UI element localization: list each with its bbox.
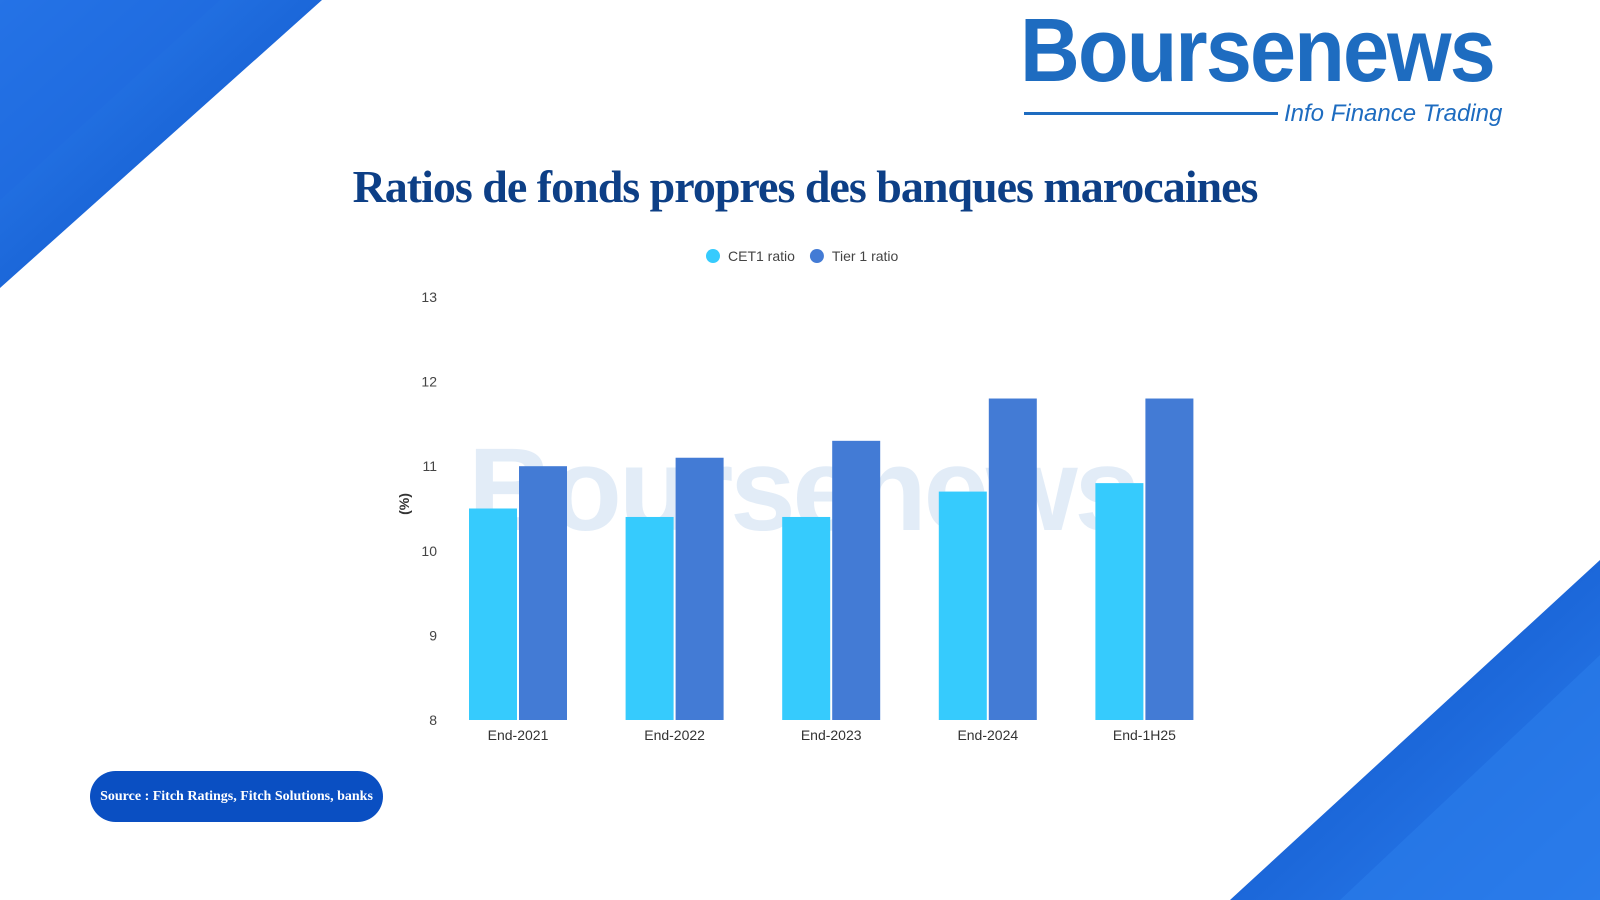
bar-cet1-ratio bbox=[782, 516, 831, 720]
x-tick-label: End-2023 bbox=[801, 727, 862, 743]
bar-cet1-ratio bbox=[938, 491, 987, 720]
bar-tier-1-ratio bbox=[1145, 398, 1194, 720]
bar-cet1-ratio bbox=[469, 508, 517, 720]
x-tick-label: End-2022 bbox=[644, 727, 705, 743]
top-left-decoration bbox=[0, 0, 322, 288]
logo-underline bbox=[1024, 112, 1278, 115]
bar-tier-1-ratio bbox=[832, 440, 881, 720]
source-badge: Source : Fitch Ratings, Fitch Solutions,… bbox=[90, 771, 383, 822]
y-tick-label: 12 bbox=[421, 374, 437, 390]
legend-marker bbox=[809, 249, 824, 263]
y-tick-label: 10 bbox=[421, 543, 437, 559]
x-tick-label: End-2024 bbox=[957, 727, 1018, 743]
bar-cet1-ratio bbox=[1095, 483, 1144, 720]
y-tick-label: 11 bbox=[422, 458, 437, 474]
bar-cet1-ratio bbox=[625, 516, 674, 720]
bar-tier-1-ratio bbox=[675, 457, 724, 720]
boursenews-logo: Boursenews Info Finance Trading bbox=[1020, 6, 1520, 136]
logo-tagline: Info Finance Trading bbox=[1284, 100, 1503, 127]
logo-wordmark: Boursenews bbox=[1020, 1, 1496, 101]
bottom-right-decoration bbox=[1230, 560, 1600, 900]
x-tick-label: End-1H25 bbox=[1113, 727, 1176, 743]
y-tick-label: 8 bbox=[429, 712, 437, 728]
y-tick-label: 13 bbox=[421, 289, 437, 305]
chart-title: Ratios de fonds propres des banques maro… bbox=[352, 161, 1259, 212]
legend-label: CET1 ratio bbox=[728, 248, 795, 264]
legend-label: Tier 1 ratio bbox=[832, 248, 899, 264]
x-tick-label: End-2021 bbox=[488, 727, 549, 743]
legend-marker bbox=[706, 249, 720, 263]
y-tick-label: 9 bbox=[429, 627, 437, 643]
y-axis-label: (%) bbox=[396, 493, 412, 515]
bar-tier-1-ratio bbox=[988, 398, 1037, 720]
bar-tier-1-ratio bbox=[519, 466, 567, 720]
